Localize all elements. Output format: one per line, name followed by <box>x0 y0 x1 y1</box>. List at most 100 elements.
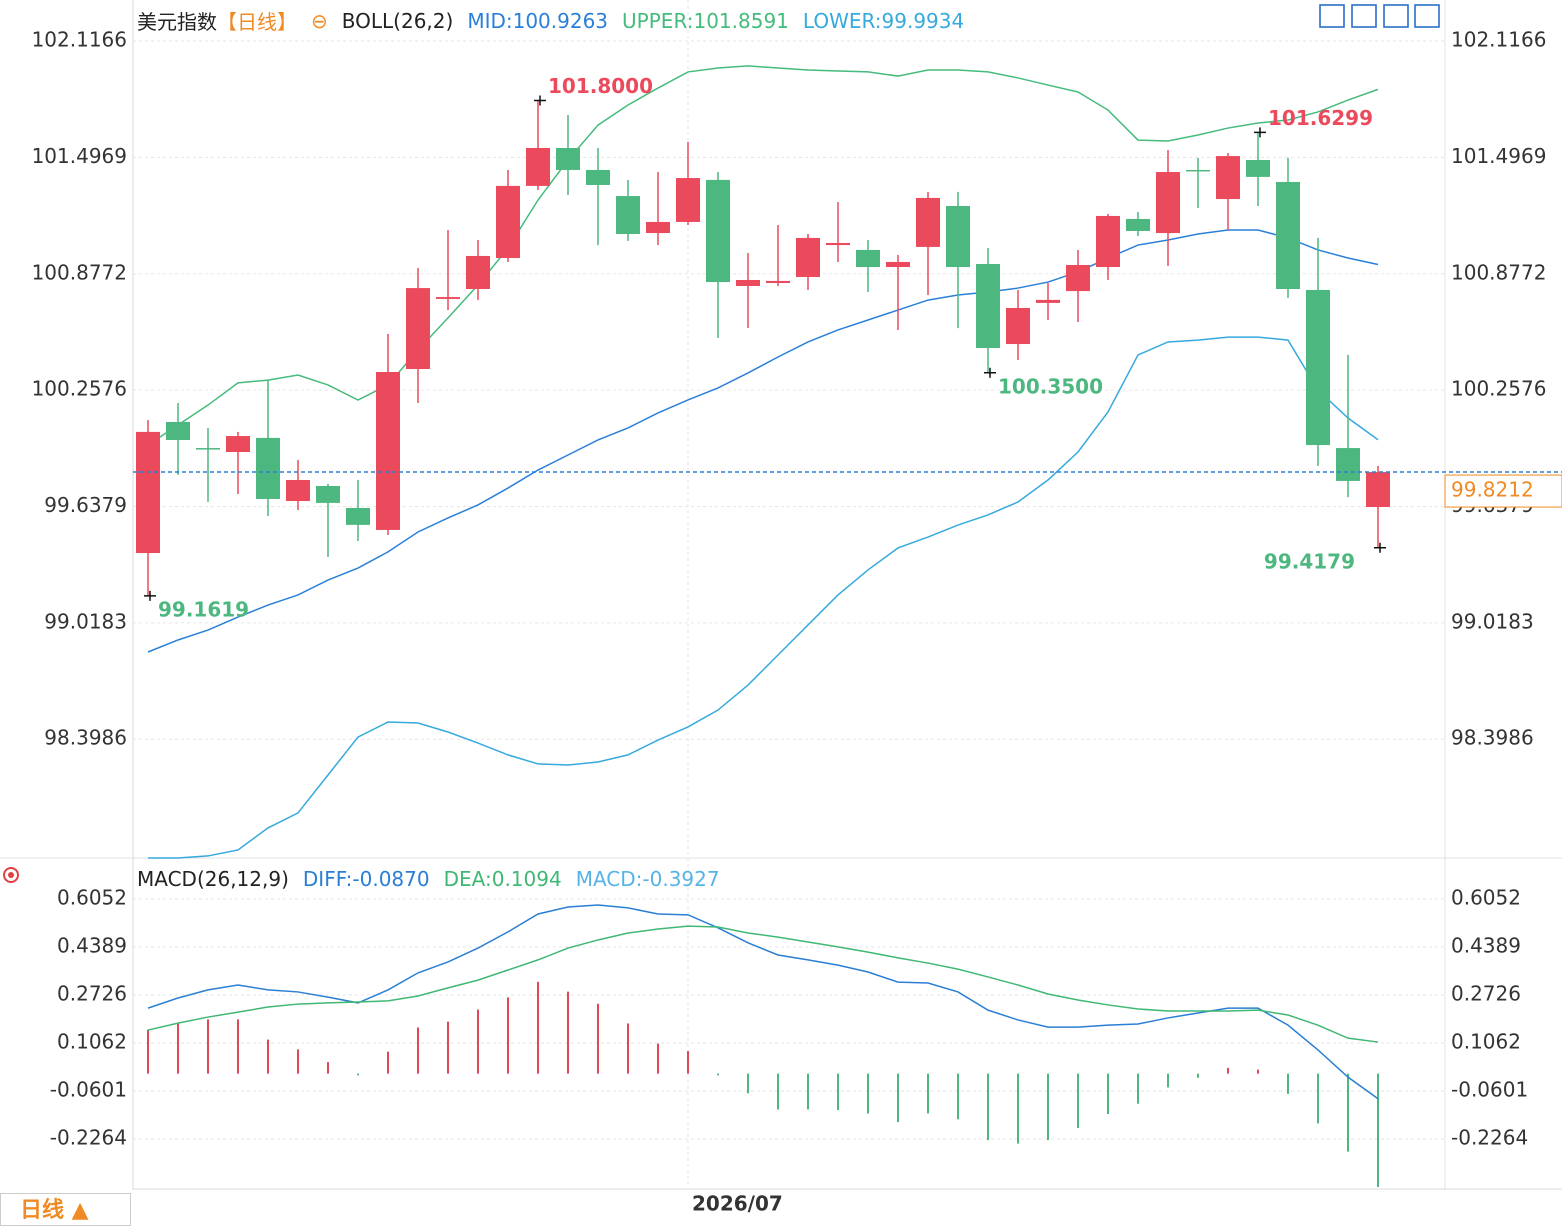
candle-body <box>1096 215 1120 268</box>
extreme-marker <box>1254 127 1266 138</box>
line <box>148 336 1379 859</box>
extreme-label: 99.4179 <box>1264 549 1355 573</box>
extreme-marker <box>144 590 156 601</box>
candle-body <box>556 147 580 170</box>
candle-body <box>1216 156 1240 200</box>
candle-body <box>676 178 700 222</box>
y-tick-label: 100.8772 <box>32 260 127 284</box>
y-tick-label-right: 102.1166 <box>1451 28 1546 52</box>
candle-body <box>646 221 670 234</box>
candle-body <box>196 448 220 450</box>
y-tick-label-right: -0.0601 <box>1451 1078 1528 1102</box>
macd-icon-dot <box>8 872 14 878</box>
legend-entry: LOWER:99.9934 <box>802 8 965 33</box>
last-price-box <box>1444 474 1562 508</box>
candle-body <box>226 436 250 453</box>
candle-body <box>1306 289 1330 446</box>
candle-body <box>856 249 880 268</box>
candle-body <box>496 185 520 259</box>
extreme-marker <box>534 95 546 106</box>
title: 美元指数 <box>137 10 217 34</box>
y-tick-label: 99.6379 <box>44 493 127 517</box>
line <box>147 65 1379 446</box>
candle-body <box>1276 181 1300 290</box>
extreme-label: 100.3500 <box>998 374 1103 398</box>
extreme-label: 101.6299 <box>1268 106 1373 130</box>
candle-body <box>916 197 940 247</box>
y-tick-label-right: 0.4389 <box>1451 933 1521 957</box>
y-tick-label: -0.2264 <box>50 1126 127 1150</box>
candle-body <box>946 206 970 268</box>
last-price-label: 99.8212 <box>1451 478 1534 502</box>
candle-body <box>256 437 280 499</box>
y-tick-label: 100.2576 <box>32 377 127 401</box>
candle-body <box>346 507 370 525</box>
macd-icon[interactable] <box>3 867 19 883</box>
candle-body <box>316 485 340 503</box>
line <box>147 229 1379 653</box>
y-tick-label: 0.2726 <box>57 981 127 1005</box>
candle-body <box>826 242 850 246</box>
candle-body <box>436 297 460 299</box>
y-tick-label: 0.6052 <box>57 885 127 909</box>
y-tick-label: 99.0183 <box>44 609 127 633</box>
candle-body <box>136 431 160 554</box>
macd-header: MACD(26,12,9) DIFF:-0.0870 DEA:0.1094 MACD… <box>137 867 720 891</box>
candle-body <box>1066 264 1090 292</box>
icon[interactable] <box>1351 4 1377 28</box>
period-button[interactable] <box>0 1193 131 1226</box>
candle-body <box>466 255 490 290</box>
icon[interactable] <box>1319 4 1345 28</box>
toolbar-icons[interactable] <box>1319 4 1440 28</box>
period-button-label[interactable]: 日线 ▲ <box>20 1197 89 1223</box>
legend-entry: UPPER:101.8591 <box>622 8 789 33</box>
candle-body <box>1126 218 1150 231</box>
candle-body <box>1336 448 1360 481</box>
candle-body <box>736 279 760 286</box>
candle-body <box>1366 472 1390 508</box>
candle-body <box>376 372 400 530</box>
legend-entry: DEA:0.1094 <box>443 867 562 891</box>
candle-body <box>1186 169 1210 172</box>
candle-body <box>976 264 1000 348</box>
icon[interactable] <box>1414 4 1440 28</box>
y-tick-label: 0.1062 <box>57 1029 127 1053</box>
indicator: BOLL(26,2) <box>341 8 454 33</box>
candle-body <box>1246 159 1270 177</box>
title: MACD(26,12,9) <box>137 867 289 891</box>
candle-body <box>166 421 190 440</box>
extreme-marker <box>984 367 996 378</box>
extreme-label: 101.8000 <box>548 74 653 98</box>
y-tick-label-right: 0.1062 <box>1451 1029 1521 1053</box>
candles <box>136 100 1390 596</box>
extreme-marker <box>1374 542 1386 553</box>
y-tick-label-right: 0.6052 <box>1451 885 1521 909</box>
y-tick-label-right: 99.0183 <box>1451 609 1534 633</box>
subtitle: 【日线】 <box>217 10 297 34</box>
legend-entry: MACD:-0.3927 <box>575 867 720 891</box>
candle-body <box>406 288 430 370</box>
icon[interactable] <box>1383 4 1409 28</box>
y-tick-label: 101.4969 <box>32 144 127 168</box>
y-tick-label-right: 100.2576 <box>1451 377 1546 401</box>
candle-body <box>706 179 730 283</box>
y-tick-label: 98.3986 <box>44 726 127 750</box>
legend-entry: MID:100.9263 <box>467 8 609 33</box>
y-tick-label: 0.4389 <box>57 933 127 957</box>
legend-entry: DIFF:-0.0870 <box>302 867 430 891</box>
candle-body <box>1156 172 1180 234</box>
candle-body <box>766 280 790 283</box>
extreme-label: 99.1619 <box>158 597 249 621</box>
y-tick-label-right: 0.2726 <box>1451 981 1521 1005</box>
line <box>147 925 1379 1043</box>
line <box>147 904 1379 1100</box>
candle-body <box>886 261 910 268</box>
candle-body <box>616 196 640 234</box>
y-tick-label: -0.0601 <box>50 1078 127 1102</box>
candle-body <box>586 169 610 185</box>
y-tick-label-right: 101.4969 <box>1451 144 1546 168</box>
icon[interactable]: ⊖ <box>311 8 328 33</box>
x-tick-label: 2026/07 <box>692 1192 783 1216</box>
